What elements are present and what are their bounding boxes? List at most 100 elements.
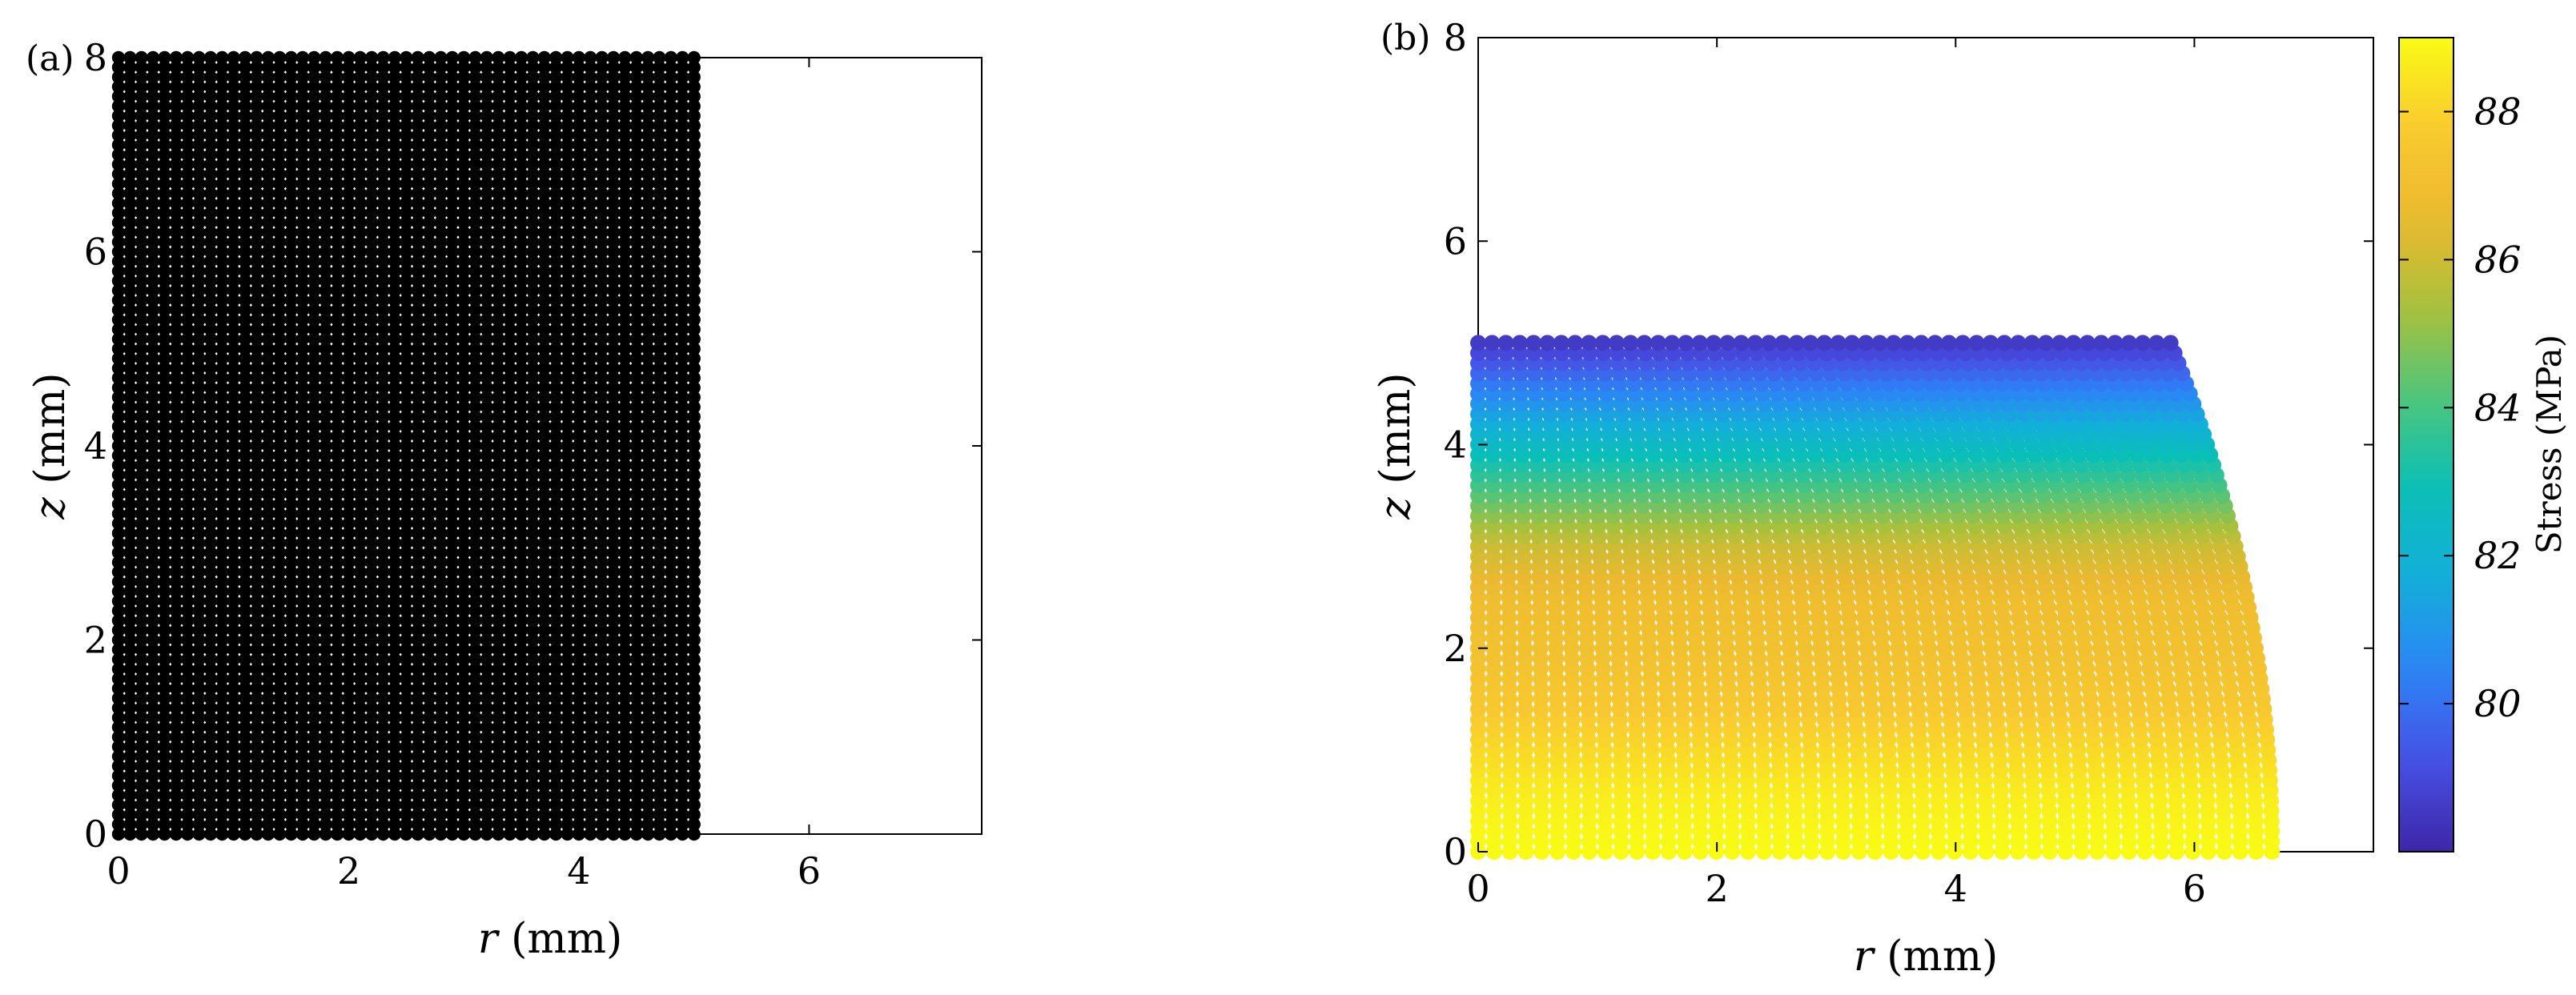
particle-a — [480, 624, 494, 637]
particle-a — [250, 283, 263, 298]
particle-a — [192, 391, 206, 404]
particle-a — [261, 323, 275, 336]
particle-a — [123, 536, 137, 550]
particle-a — [468, 361, 482, 375]
particle-a — [284, 264, 298, 278]
particle-a — [457, 614, 471, 628]
particle-a — [123, 381, 137, 395]
particle-a — [629, 255, 643, 268]
particle-a — [319, 215, 332, 230]
particle-a — [295, 245, 310, 259]
particle-a — [135, 546, 148, 560]
particle-a — [584, 556, 597, 569]
particle-a — [664, 361, 678, 375]
particle-a — [192, 614, 206, 628]
particle-a — [203, 633, 218, 647]
particle-a — [434, 487, 448, 501]
particle-a — [653, 342, 666, 355]
particle-a — [400, 652, 413, 666]
particle-a — [468, 274, 482, 288]
particle-a — [641, 439, 655, 453]
particle-a — [468, 827, 482, 841]
particle-a — [687, 614, 701, 628]
particle-a — [261, 730, 275, 744]
particle-a — [584, 459, 597, 472]
particle-a — [376, 672, 390, 686]
particle-a — [215, 410, 229, 423]
particle-a — [365, 779, 379, 792]
particle-a — [629, 526, 643, 540]
particle-a — [445, 798, 459, 812]
particle-a — [181, 740, 195, 754]
particle-a — [606, 361, 621, 375]
particle-a — [526, 439, 540, 453]
particle-a — [342, 720, 356, 734]
particle-a — [606, 769, 621, 783]
particle-a — [595, 478, 609, 491]
particle-a — [468, 283, 482, 298]
particle-a — [572, 245, 586, 259]
particle-a — [376, 526, 390, 540]
particle-a — [135, 351, 148, 366]
particle-a — [618, 749, 632, 764]
particle-a — [273, 652, 287, 666]
particle-a — [434, 614, 448, 628]
particle-a — [227, 701, 240, 715]
particle-a — [676, 827, 689, 841]
particle-a — [215, 769, 229, 783]
particle-a — [307, 701, 321, 715]
particle-a — [400, 283, 413, 298]
particle-a — [307, 196, 321, 211]
particle-a — [111, 468, 126, 482]
particle-a — [181, 439, 195, 453]
particle-a — [319, 556, 332, 569]
particle-a — [664, 730, 678, 744]
particle-a — [295, 556, 310, 569]
particle-a — [445, 556, 459, 569]
particle-a — [123, 749, 137, 764]
particle-a — [595, 672, 609, 686]
particle-a — [215, 371, 229, 385]
particle-a — [376, 400, 390, 414]
particle-a — [514, 264, 528, 278]
particle-a — [123, 556, 137, 569]
particle-a — [273, 516, 287, 531]
particle-a — [514, 749, 528, 764]
particle-a — [595, 536, 609, 550]
particle-a — [376, 808, 390, 821]
particle-a — [445, 283, 459, 298]
particle-a — [319, 303, 332, 317]
particle-a — [261, 672, 275, 686]
particle-a — [388, 439, 402, 453]
particle-a — [273, 565, 287, 579]
particle-a — [676, 584, 689, 599]
particle-a — [411, 769, 424, 783]
particle-a — [687, 429, 701, 443]
particle-a — [169, 711, 183, 724]
particle-a — [457, 808, 471, 821]
particle-a — [158, 624, 171, 637]
particle-a — [434, 293, 448, 307]
particle-a — [584, 730, 597, 744]
particle-a — [400, 459, 413, 472]
particle-a — [653, 50, 666, 65]
particle-a — [503, 459, 516, 472]
particle-a — [411, 323, 424, 336]
particle-a — [307, 468, 321, 482]
particle-a — [307, 749, 321, 764]
particle-a — [434, 575, 448, 588]
particle-a — [445, 439, 459, 453]
particle-a — [537, 439, 551, 453]
particle-a — [687, 594, 701, 608]
particle-a — [492, 507, 505, 521]
particle-a — [169, 361, 183, 375]
particle-a — [146, 662, 160, 676]
particle-a — [629, 468, 643, 482]
particle-a — [572, 614, 586, 628]
particle-a — [169, 827, 183, 841]
particle-a — [400, 507, 413, 521]
particle-a — [123, 429, 137, 443]
particle-a — [135, 332, 148, 346]
particle-a — [676, 604, 689, 618]
particle-a — [238, 711, 252, 724]
